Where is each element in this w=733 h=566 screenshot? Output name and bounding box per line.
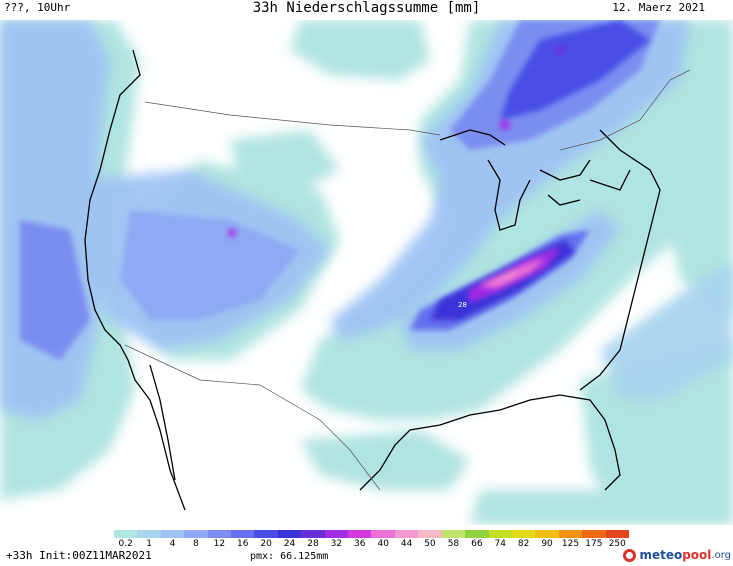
map-canvas (0, 20, 733, 525)
color-scale-tick: 175 (585, 539, 602, 549)
color-scale-tick: 4 (170, 539, 176, 549)
color-scale-segment (301, 530, 324, 538)
color-scale-segment (582, 530, 605, 538)
color-scale-ticks: 0.2 1 4 8 12 16 20 24 28 32 36 40 44 50 58 66 74 82 90 125 1… (114, 539, 629, 551)
color-scale-segment (161, 530, 184, 538)
color-scale-tick: 24 (284, 539, 295, 549)
color-scale-segment (184, 530, 207, 538)
color-scale-tick: 16 (237, 539, 248, 549)
color-scale-segment (208, 530, 231, 538)
color-scale-tick: 8 (193, 539, 199, 549)
color-scale-segment (535, 530, 558, 538)
color-scale-tick: 74 (495, 539, 506, 549)
color-scale-segment (254, 530, 277, 538)
color-scale-tick: 50 (424, 539, 435, 549)
logo-text-pool: pool (682, 548, 711, 562)
color-scale-tick: 28 (307, 539, 318, 549)
color-scale-tick: 0.2 (119, 539, 133, 549)
color-scale-segment (137, 530, 160, 538)
color-scale-segment (114, 530, 137, 538)
color-scale-segment (418, 530, 441, 538)
logo-text-meteo: meteo (639, 548, 682, 562)
logo-text-org: .org (711, 550, 731, 561)
color-scale-segment (278, 530, 301, 538)
color-scale-tick: 1 (146, 539, 152, 549)
color-scale-segment (231, 530, 254, 538)
color-scale (114, 530, 629, 538)
init-time-label: +33h Init:00Z11MAR2021 (6, 549, 152, 562)
color-scale-tick: 12 (214, 539, 225, 549)
max-value-label: 28 (458, 301, 467, 309)
pmx-label: pmx: 66.125mm (250, 551, 328, 562)
color-scale-tick: 32 (331, 539, 342, 549)
color-scale-segment (606, 530, 629, 538)
color-scale-tick: 44 (401, 539, 412, 549)
color-scale-tick: 66 (471, 539, 482, 549)
color-scale-tick: 36 (354, 539, 365, 549)
color-scale-segment (512, 530, 535, 538)
date-label: 12. Maerz 2021 (612, 1, 705, 14)
color-scale-tick: 20 (260, 539, 271, 549)
header: ???, 10Uhr 33h Niederschlagssumme [mm] 1… (0, 0, 733, 20)
color-scale-tick: 82 (518, 539, 529, 549)
precipitation-map: 28 (0, 20, 733, 525)
color-scale-tick: 58 (448, 539, 459, 549)
color-scale-segment (442, 530, 465, 538)
color-scale-tick: 40 (377, 539, 388, 549)
color-scale-segment (395, 530, 418, 538)
color-scale-segment (371, 530, 394, 538)
color-scale-tick: 125 (562, 539, 579, 549)
color-scale-tick: 90 (541, 539, 552, 549)
color-scale-segment (489, 530, 512, 538)
color-scale-segment (465, 530, 488, 538)
color-scale-segment (325, 530, 348, 538)
color-scale-segment (559, 530, 582, 538)
meteopool-logo-icon (623, 549, 636, 562)
color-scale-segment (348, 530, 371, 538)
meteopool-logo[interactable]: meteo pool .org (623, 546, 731, 564)
